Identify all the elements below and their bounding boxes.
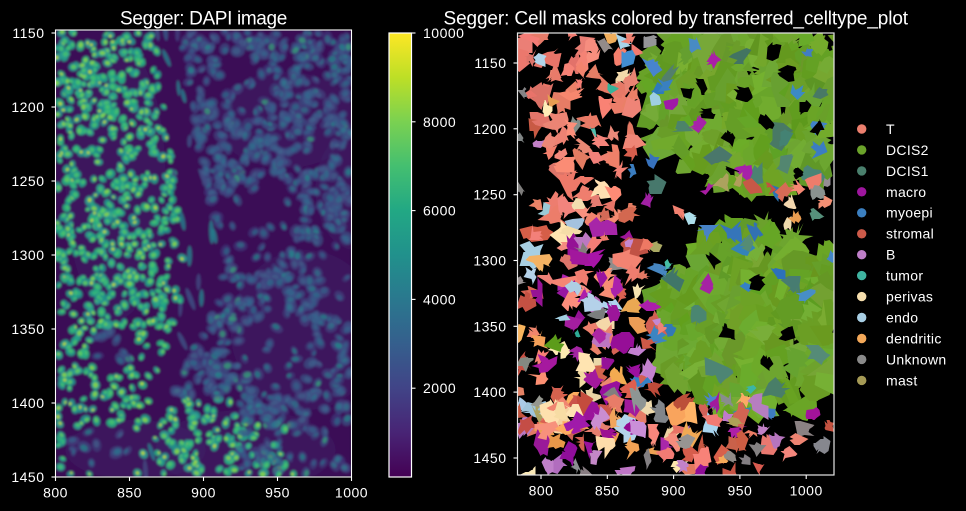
svg-text:stromal: stromal (886, 226, 934, 242)
svg-text:B: B (886, 247, 896, 263)
svg-text:1350: 1350 (473, 318, 506, 334)
svg-text:1250: 1250 (473, 187, 506, 203)
svg-text:4000: 4000 (423, 291, 456, 307)
svg-text:1250: 1250 (11, 173, 44, 189)
svg-text:tumor: tumor (886, 268, 923, 284)
svg-text:1450: 1450 (473, 450, 506, 466)
svg-text:macro: macro (886, 184, 926, 200)
svg-text:endo: endo (886, 309, 918, 325)
svg-text:1450: 1450 (11, 469, 44, 485)
svg-text:1400: 1400 (473, 384, 506, 400)
svg-text:850: 850 (595, 483, 620, 499)
svg-text:myoepi: myoepi (886, 205, 933, 221)
svg-text:1300: 1300 (11, 247, 44, 263)
svg-text:1400: 1400 (11, 395, 44, 411)
svg-text:800: 800 (43, 485, 68, 501)
svg-text:DCIS1: DCIS1 (886, 163, 929, 179)
svg-text:perivas: perivas (886, 289, 933, 305)
svg-text:mast: mast (886, 372, 918, 388)
svg-text:1200: 1200 (473, 121, 506, 137)
svg-text:1300: 1300 (473, 253, 506, 269)
svg-text:800: 800 (529, 483, 554, 499)
svg-text:T: T (886, 121, 895, 137)
svg-text:1350: 1350 (11, 321, 44, 337)
svg-text:10000: 10000 (423, 25, 464, 41)
svg-text:850: 850 (117, 485, 142, 501)
svg-text:950: 950 (727, 483, 752, 499)
svg-text:1150: 1150 (12, 25, 44, 41)
svg-text:Segger: DAPI image: Segger: DAPI image (120, 8, 287, 29)
svg-text:900: 900 (661, 483, 686, 499)
svg-text:dendritic: dendritic (886, 330, 942, 346)
svg-text:900: 900 (191, 485, 216, 501)
svg-text:6000: 6000 (423, 203, 456, 219)
svg-text:DCIS2: DCIS2 (886, 142, 929, 158)
svg-text:Unknown: Unknown (886, 351, 946, 367)
svg-text:1150: 1150 (474, 55, 506, 71)
svg-text:Segger: Cell masks colored by: Segger: Cell masks colored by transferre… (444, 8, 909, 29)
svg-text:1200: 1200 (11, 99, 44, 115)
svg-text:2000: 2000 (423, 380, 456, 396)
svg-text:1000: 1000 (335, 485, 368, 501)
svg-text:1000: 1000 (790, 483, 823, 499)
svg-text:950: 950 (265, 485, 290, 501)
svg-text:8000: 8000 (423, 114, 456, 130)
